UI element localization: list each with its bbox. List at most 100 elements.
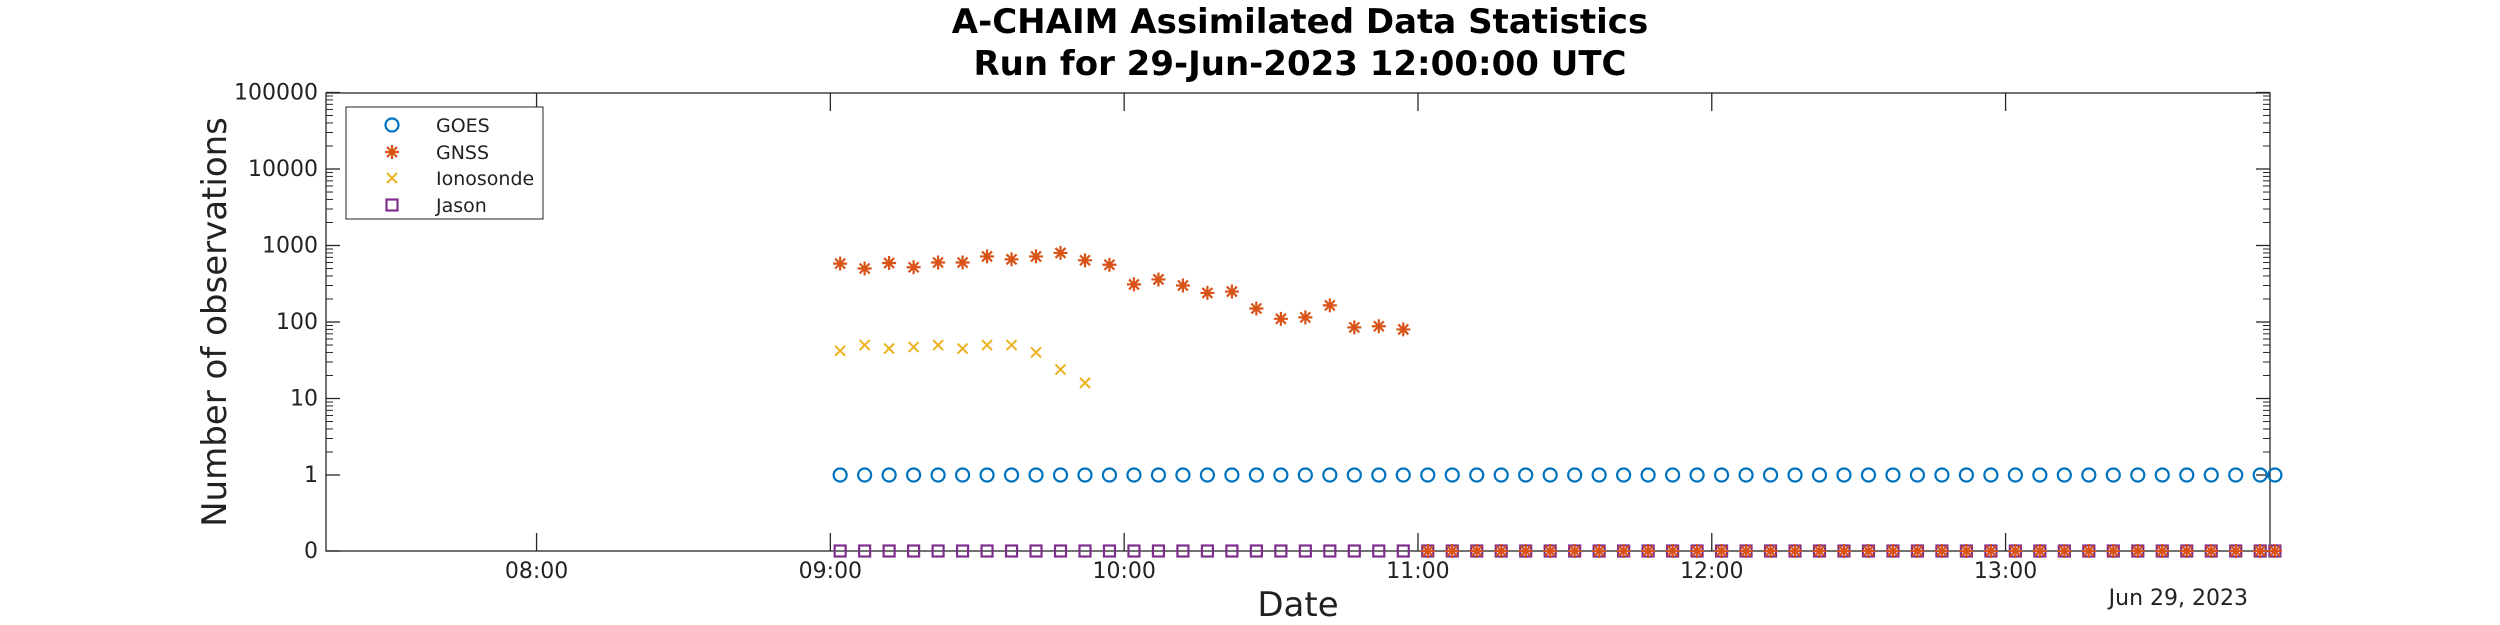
goes-point	[1126, 467, 1142, 483]
gnss-zero-point	[2179, 544, 2194, 558]
goes-point	[1518, 467, 1534, 483]
legend-marker-gnss	[385, 145, 399, 159]
gnss-zero-point	[1469, 544, 1484, 558]
gnss-zero-point	[1934, 544, 1949, 558]
goes-point	[2032, 467, 2048, 483]
x-tick-label: 08:00	[505, 559, 568, 584]
gnss-zero-point	[1518, 544, 1533, 558]
gnss-point	[1126, 277, 1141, 292]
goes-point	[1616, 467, 1632, 483]
gnss-point	[931, 255, 946, 270]
gnss-zero-point	[1714, 544, 1729, 558]
goes-point	[1420, 467, 1436, 483]
goes-point	[1836, 467, 1852, 483]
gnss-point	[980, 249, 995, 264]
gnss-zero-point	[2106, 544, 2121, 558]
gnss-point	[1175, 278, 1190, 293]
goes-point	[1762, 467, 1779, 483]
x-tick-label: 10:00	[1092, 559, 1155, 584]
goes-point	[1689, 467, 1705, 483]
gnss-zero-point	[2267, 544, 2282, 558]
jason-point	[1347, 544, 1361, 558]
goes-point	[2154, 467, 2170, 483]
goes-point	[1958, 467, 1975, 483]
jason-point	[1249, 544, 1263, 558]
y-tick-label: 1	[304, 463, 318, 488]
gnss-zero-point	[1420, 544, 1435, 558]
gnss-point	[1151, 272, 1166, 287]
gnss-point	[1249, 301, 1264, 316]
chart-title: A-CHAIM Assimilated Data Statistics	[952, 2, 1648, 42]
ionosonde-point	[956, 342, 969, 355]
goes-point	[1640, 467, 1656, 483]
goes-point	[1224, 467, 1240, 483]
jason-point	[1053, 544, 1068, 558]
goes-point	[2228, 467, 2244, 483]
series-layer	[832, 245, 2283, 558]
y-tick-label: 10000	[248, 157, 318, 182]
y-tick-labels: 0 1 10 100 1000 10000 100000	[234, 81, 318, 565]
gnss-point	[833, 256, 848, 271]
goes-point	[1322, 467, 1338, 483]
jason-point	[907, 544, 921, 558]
goes-point	[1542, 467, 1558, 483]
gnss-point	[1298, 310, 1313, 325]
jason-point	[858, 544, 872, 558]
gnss-point	[1029, 249, 1044, 264]
goes-point	[906, 467, 922, 483]
goes-point	[1175, 467, 1191, 483]
x-tick-label: 13:00	[1974, 559, 2037, 584]
jason-point	[955, 544, 970, 558]
goes-point	[979, 467, 995, 483]
y-tick-label: 1000	[262, 234, 318, 259]
goes-point	[2267, 467, 2283, 483]
gnss-point	[1004, 252, 1019, 267]
goes-point	[1469, 467, 1485, 483]
x-tick-label: 11:00	[1386, 559, 1449, 584]
gnss-point	[1347, 320, 1362, 335]
y-tick-label: 10	[290, 387, 318, 412]
gnss-point	[857, 261, 872, 276]
goes-point	[1567, 467, 1583, 483]
goes-point	[2081, 467, 2097, 483]
series-ionosonde	[834, 339, 1091, 389]
gnss-zero-point	[1812, 544, 1827, 558]
goes-point	[2056, 467, 2072, 483]
goes-point	[1101, 467, 1118, 483]
goes-point	[2252, 467, 2268, 483]
ionosonde-point	[1005, 339, 1018, 351]
plot-area	[325, 92, 2271, 552]
goes-point	[1885, 467, 1901, 483]
gnss-zero-point	[1910, 544, 1925, 558]
gnss-point	[906, 260, 921, 275]
goes-point	[1273, 467, 1289, 483]
gnss-zero-point	[1885, 544, 1900, 558]
gnss-zero-point	[1983, 544, 1998, 558]
legend-marker-jason	[385, 198, 399, 212]
gnss-point	[1396, 322, 1411, 337]
gnss-point	[1224, 284, 1239, 299]
goes-point	[1395, 467, 1411, 483]
ionosonde-point	[858, 339, 871, 351]
goes-point	[881, 467, 897, 483]
series-gnss	[833, 245, 1411, 337]
goes-point	[2130, 467, 2146, 483]
gnss-zero-point	[1861, 544, 1876, 558]
x-axis-label: Date	[1257, 585, 1338, 625]
date-note: Jun 29, 2023	[2107, 586, 2248, 611]
goes-point	[2179, 467, 2195, 483]
ionosonde-point	[1054, 363, 1067, 376]
gnss-zero-point	[2204, 544, 2219, 558]
goes-point	[832, 467, 848, 483]
goes-point	[954, 467, 971, 483]
goes-point	[1346, 467, 1362, 483]
goes-point	[1003, 467, 1020, 483]
goes-point	[2007, 467, 2023, 483]
goes-point	[857, 467, 873, 483]
major-ticks	[326, 91, 2270, 552]
gnss-point	[1077, 253, 1092, 268]
ionosonde-point	[834, 345, 846, 357]
chart-subtitle: Run for 29-Jun-2023 12:00:00 UTC	[974, 44, 1627, 84]
goes-point	[1150, 467, 1167, 483]
